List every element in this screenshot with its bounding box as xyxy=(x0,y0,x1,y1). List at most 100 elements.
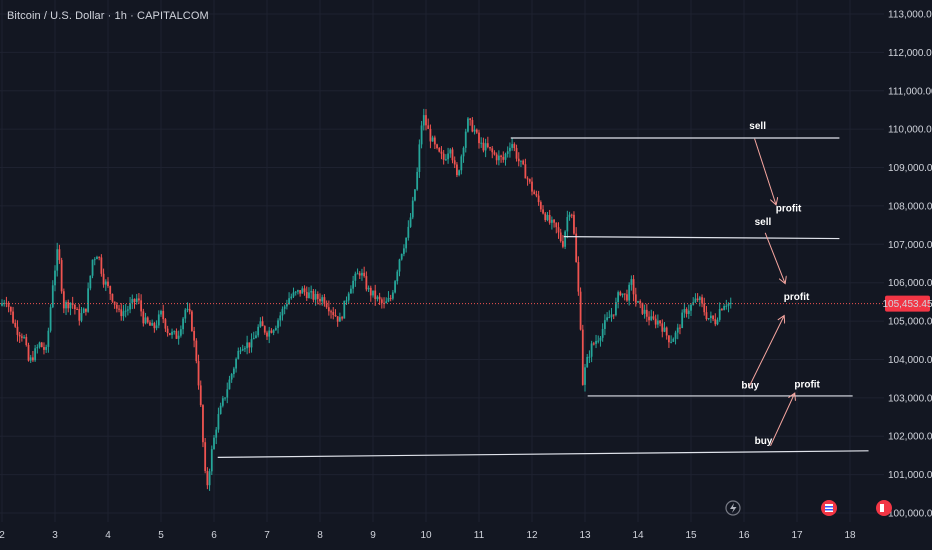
candle-body xyxy=(133,298,136,303)
candle-body xyxy=(659,320,661,324)
time-tick-label: 3 xyxy=(52,530,58,541)
flash-icon[interactable] xyxy=(725,500,741,516)
candle-body xyxy=(712,315,714,320)
candle-body xyxy=(206,470,209,486)
candle-body xyxy=(398,259,401,272)
annotation-label[interactable]: sell xyxy=(749,121,766,132)
candle-body xyxy=(352,280,355,289)
time-tick-label: 16 xyxy=(738,530,750,541)
candle-body xyxy=(23,336,25,338)
candle-body xyxy=(387,297,390,302)
candle-body xyxy=(489,147,491,149)
candle-body xyxy=(221,398,224,406)
candle-body xyxy=(316,293,319,299)
candle-body xyxy=(131,298,134,304)
candle-body xyxy=(62,291,65,309)
candle-body xyxy=(433,137,436,145)
candle-body xyxy=(82,308,85,313)
candle-body xyxy=(681,312,684,329)
candle-body xyxy=(255,335,257,339)
candle-body xyxy=(380,299,383,303)
candle-body xyxy=(367,287,370,290)
candle-body xyxy=(100,257,103,274)
horizontal-level-line[interactable] xyxy=(217,450,869,458)
candle-body xyxy=(347,293,350,301)
candle-body xyxy=(491,148,494,153)
candle-body xyxy=(27,345,30,361)
candle-body xyxy=(288,298,290,305)
candle-body xyxy=(49,307,52,331)
candle-body xyxy=(641,302,644,314)
candle-body xyxy=(259,321,262,327)
candle-body xyxy=(524,164,527,179)
candle-body xyxy=(202,405,204,443)
candle-body xyxy=(566,217,569,232)
drawings[interactable]: sell profit sell profit buy profit buy xyxy=(217,121,869,458)
horizontal-level-line[interactable] xyxy=(563,236,840,240)
candle-body xyxy=(157,314,160,326)
annotation-label[interactable]: profit xyxy=(794,379,820,390)
candle-body xyxy=(718,309,721,320)
candle-body xyxy=(729,302,732,304)
candle-body xyxy=(679,327,681,329)
candle-body xyxy=(709,315,712,319)
annotation-label[interactable]: buy xyxy=(755,436,773,447)
arrow-drawing[interactable] xyxy=(770,394,795,447)
candle-body xyxy=(438,148,441,152)
candle-body xyxy=(171,331,173,335)
candle-body xyxy=(451,149,454,161)
arrow-drawing[interactable] xyxy=(754,138,776,204)
candle-body xyxy=(361,272,363,276)
candle-body xyxy=(497,155,500,161)
candle-body xyxy=(98,256,101,258)
candle-body xyxy=(144,317,147,324)
price-tick-label: 109,000.00 xyxy=(888,163,932,174)
candle-body xyxy=(175,331,178,339)
price-axis[interactable]: 100,000.00 101,000.00 102,000.00 103,000.00… xyxy=(882,10,932,520)
candle-body xyxy=(555,222,558,228)
annotation-label[interactable]: buy xyxy=(741,380,759,391)
candle-body xyxy=(453,160,456,165)
arrow-drawing[interactable] xyxy=(748,316,783,387)
candle-body xyxy=(546,214,549,221)
flag-event-icon[interactable] xyxy=(821,500,837,516)
candle-body xyxy=(683,309,686,313)
candle-body xyxy=(650,316,653,321)
candle-body xyxy=(69,302,72,309)
candle-body xyxy=(535,194,538,196)
candle-body xyxy=(332,312,335,315)
candle-body xyxy=(215,429,218,438)
annotation-label[interactable]: sell xyxy=(755,217,772,228)
candle-body xyxy=(531,181,533,192)
annotation-label[interactable]: profit xyxy=(784,292,810,303)
candle-body xyxy=(301,288,304,294)
candle-body xyxy=(43,347,45,350)
candle-body xyxy=(358,273,361,276)
candle-body xyxy=(91,259,94,276)
candle-body xyxy=(47,330,50,347)
arrow-drawing[interactable] xyxy=(764,232,785,283)
candle-body xyxy=(261,321,264,327)
candle-body xyxy=(409,217,412,227)
candle-body xyxy=(427,125,430,129)
candle-body xyxy=(714,319,717,325)
event-icons[interactable] xyxy=(725,500,892,516)
candle-body xyxy=(559,232,562,242)
candle-body xyxy=(460,156,463,171)
time-axis[interactable]: 2 3 4 5 6 7 8 9 10 11 12 13 14 15 16 17 18 xyxy=(0,530,856,541)
candle-body xyxy=(327,307,330,312)
candle-body xyxy=(54,270,56,286)
time-tick-label: 13 xyxy=(579,530,591,541)
time-tick-label: 9 xyxy=(370,530,376,541)
candle-body xyxy=(232,368,235,375)
candle-body xyxy=(319,298,321,302)
candle-body xyxy=(241,349,244,351)
candle-body xyxy=(394,281,396,293)
candle-body xyxy=(685,309,688,314)
flag-event-icon[interactable] xyxy=(876,500,892,516)
time-tick-label: 14 xyxy=(632,530,644,541)
candle-body xyxy=(617,292,620,303)
annotation-label[interactable]: profit xyxy=(776,204,802,215)
